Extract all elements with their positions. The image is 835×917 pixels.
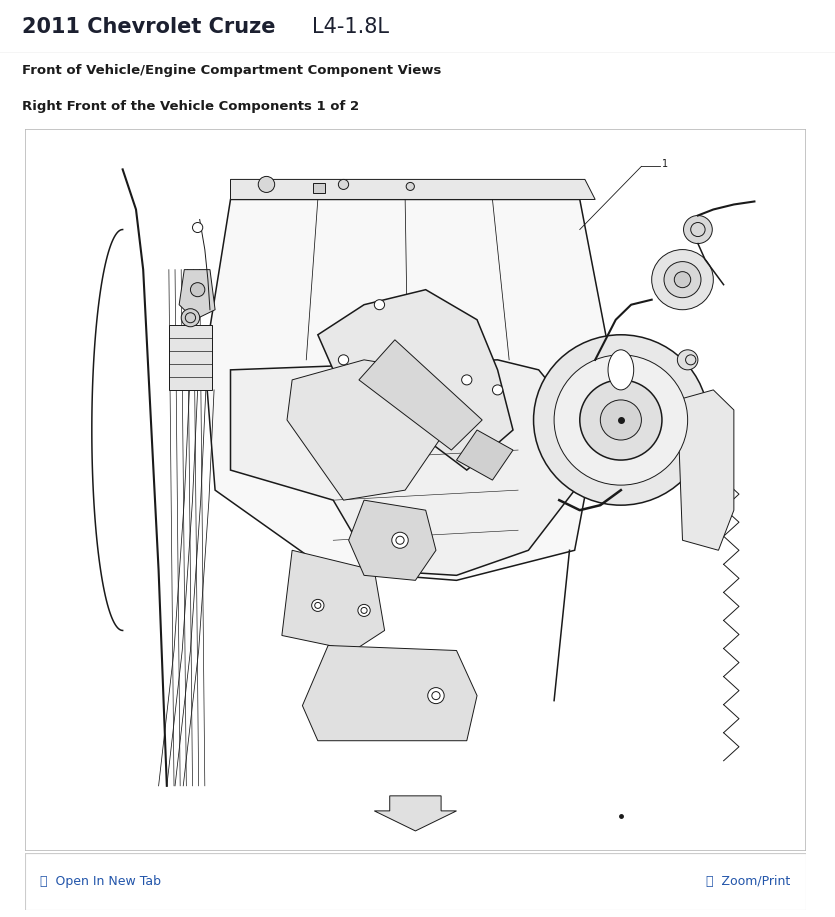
Circle shape — [311, 600, 324, 612]
Polygon shape — [230, 359, 579, 575]
Polygon shape — [349, 500, 436, 580]
Circle shape — [675, 271, 691, 288]
Circle shape — [374, 300, 385, 310]
Circle shape — [664, 261, 701, 298]
Polygon shape — [374, 796, 457, 831]
Polygon shape — [282, 550, 385, 650]
Text: Front of Vehicle/Engine Compartment Component Views: Front of Vehicle/Engine Compartment Comp… — [22, 63, 442, 77]
Circle shape — [554, 355, 688, 485]
Circle shape — [190, 282, 205, 297]
Ellipse shape — [608, 349, 634, 390]
Circle shape — [651, 249, 713, 310]
Circle shape — [677, 349, 698, 370]
Polygon shape — [318, 290, 513, 470]
Circle shape — [392, 532, 408, 548]
Text: ⧉  Open In New Tab: ⧉ Open In New Tab — [40, 875, 161, 889]
Polygon shape — [302, 646, 477, 741]
Circle shape — [462, 375, 472, 385]
Circle shape — [428, 688, 444, 703]
Circle shape — [358, 604, 370, 616]
Polygon shape — [457, 430, 513, 481]
Polygon shape — [359, 340, 482, 450]
Circle shape — [493, 385, 503, 395]
Circle shape — [600, 400, 641, 440]
Circle shape — [193, 223, 203, 233]
Circle shape — [338, 355, 349, 365]
Circle shape — [534, 335, 708, 505]
Bar — [312, 183, 325, 193]
Text: 2011 Chevrolet Cruze: 2011 Chevrolet Cruze — [22, 17, 276, 37]
Circle shape — [181, 309, 200, 326]
Polygon shape — [230, 180, 595, 200]
Text: 🔍  Zoom/Print: 🔍 Zoom/Print — [706, 875, 791, 889]
Circle shape — [579, 380, 662, 460]
Circle shape — [258, 176, 275, 193]
Bar — [169, 325, 212, 390]
Circle shape — [338, 180, 349, 190]
Text: 1: 1 — [662, 160, 668, 170]
Polygon shape — [287, 359, 446, 500]
Circle shape — [406, 182, 414, 191]
Polygon shape — [205, 200, 610, 580]
Text: L4-1.8L: L4-1.8L — [312, 17, 389, 37]
Polygon shape — [180, 270, 215, 320]
Circle shape — [684, 215, 712, 244]
Text: Right Front of the Vehicle Components 1 of 2: Right Front of the Vehicle Components 1 … — [22, 100, 359, 113]
Polygon shape — [677, 390, 734, 550]
